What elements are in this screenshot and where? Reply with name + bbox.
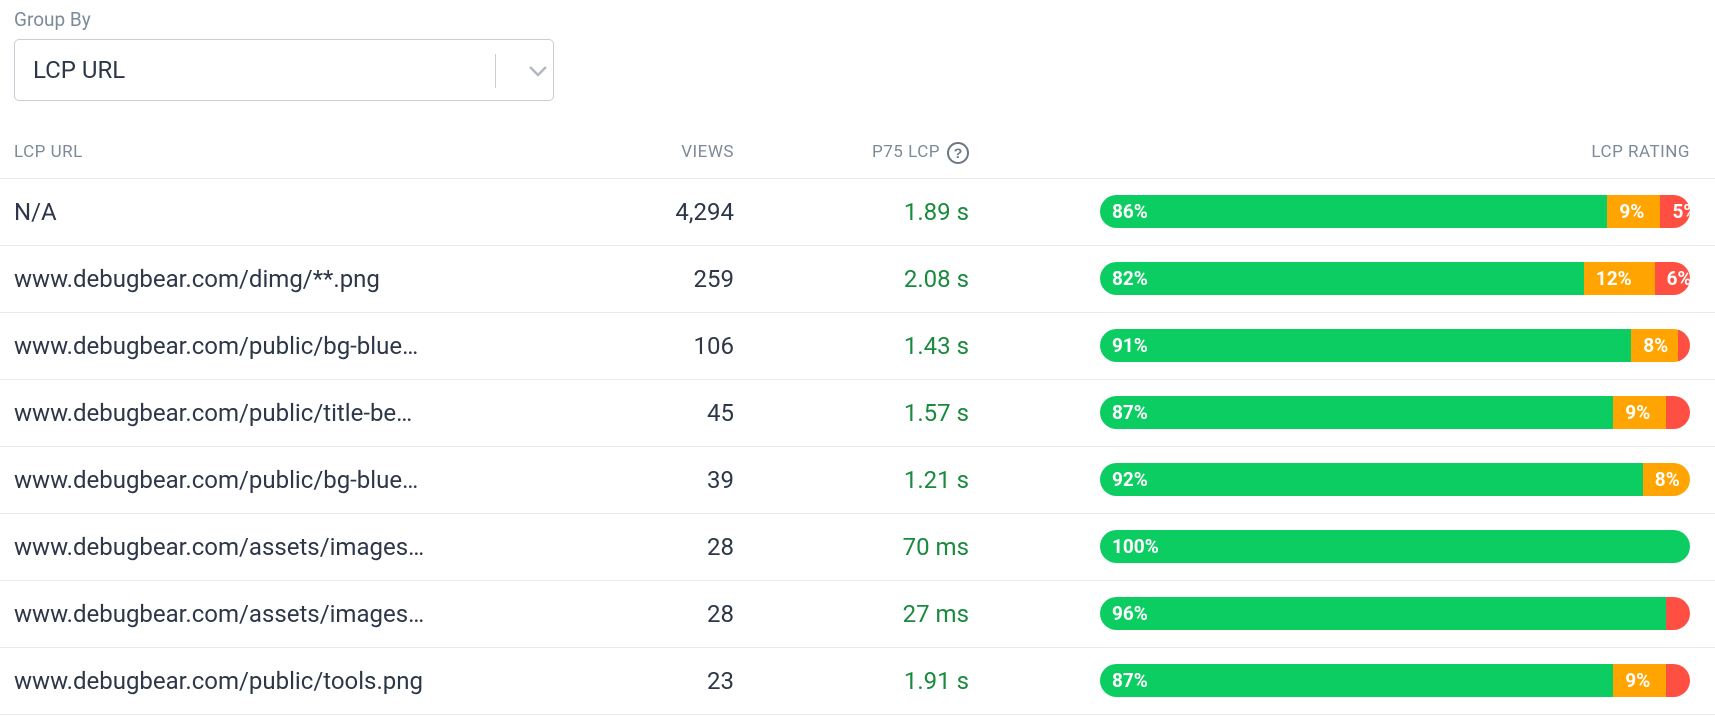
url: www.debugbear.com/dimg/**.png [14, 264, 380, 293]
views: 4,294 [675, 197, 734, 226]
help-icon[interactable]: ? [946, 141, 970, 165]
rating-segment: 87% [1100, 664, 1614, 697]
header-views[interactable]: VIEWS [681, 142, 734, 162]
p75-lcp: 1.91 s [903, 666, 969, 695]
views: 39 [707, 465, 734, 494]
row-divider [0, 312, 1715, 313]
views: 45 [707, 398, 734, 427]
rating-bar: 92% 8% [1100, 463, 1690, 496]
rating-bar: 91% 8% [1100, 329, 1690, 362]
rating-segment: 6% [1654, 262, 1690, 295]
rating-segment [1678, 329, 1690, 362]
rating-segment: 9% [1607, 195, 1661, 228]
rating-segment: 9% [1613, 396, 1667, 429]
views: 23 [707, 666, 734, 695]
select-value: LCP URL [33, 56, 126, 84]
rating-segment: 86% [1100, 195, 1608, 228]
url: www.debugbear.com/public/title-be… [14, 398, 413, 427]
rating-bar: 87% 9% [1100, 396, 1690, 429]
rating-segment: 87% [1100, 396, 1614, 429]
header-p75[interactable]: P75 LCP [872, 142, 940, 162]
separator [495, 54, 496, 88]
rating-segment: 8% [1631, 329, 1678, 362]
rating-segment: 82% [1100, 262, 1584, 295]
chevron[interactable] [527, 62, 549, 80]
row-divider [0, 446, 1715, 447]
p75-lcp: 1.89 s [903, 197, 969, 226]
rating-bar: 100% [1100, 530, 1690, 563]
rating-segment: 92% [1100, 463, 1643, 496]
p75-lcp: 1.57 s [903, 398, 969, 427]
header-url[interactable]: LCP URL [14, 142, 83, 162]
row-divider [0, 714, 1715, 715]
rating-segment [1666, 396, 1690, 429]
rating-bar: 87% 9% [1100, 664, 1690, 697]
rating-segment: 91% [1100, 329, 1632, 362]
p75-lcp: 2.08 s [903, 264, 969, 293]
views: 28 [707, 599, 734, 628]
row-divider [0, 513, 1715, 514]
rating-segment: 8% [1642, 463, 1690, 496]
rating-bar: 82% 12% 6% [1100, 262, 1690, 295]
url: www.debugbear.com/assets/images… [14, 532, 425, 561]
rating-segment: 9% [1613, 664, 1667, 697]
p75-lcp: 1.21 s [903, 465, 969, 494]
rating-segment: 5% [1660, 195, 1690, 228]
p75-lcp: 1.43 s [903, 331, 969, 360]
p75-lcp: 27 ms [902, 599, 969, 628]
header-rating[interactable]: LCP RATING [1591, 142, 1690, 162]
views: 259 [693, 264, 734, 293]
p75-lcp: 70 ms [902, 532, 969, 561]
url: www.debugbear.com/public/tools.png [14, 666, 423, 695]
rating-segment: 100% [1100, 530, 1690, 563]
views: 106 [693, 331, 734, 360]
rating-segment: 12% [1583, 262, 1655, 295]
row-divider [0, 245, 1715, 246]
row-divider [0, 580, 1715, 581]
rating-segment: 96% [1100, 597, 1667, 630]
row-divider [0, 178, 1715, 179]
row-divider [0, 647, 1715, 648]
url: www.debugbear.com/assets/images… [14, 599, 425, 628]
rating-bar: 86%9%5% [1100, 195, 1690, 228]
svg-text:?: ? [954, 145, 963, 161]
url: www.debugbear.com/public/bg-blue… [14, 465, 419, 494]
url: N/A [14, 197, 57, 226]
rating-segment [1666, 597, 1690, 630]
rating-segment [1666, 664, 1690, 697]
url: www.debugbear.com/public/bg-blue… [14, 331, 419, 360]
group-by-select[interactable]: LCP URL [14, 39, 554, 101]
row-divider [0, 379, 1715, 380]
group-by-label: Group By [14, 8, 91, 31]
rating-bar: 96% [1100, 597, 1690, 630]
views: 28 [707, 532, 734, 561]
